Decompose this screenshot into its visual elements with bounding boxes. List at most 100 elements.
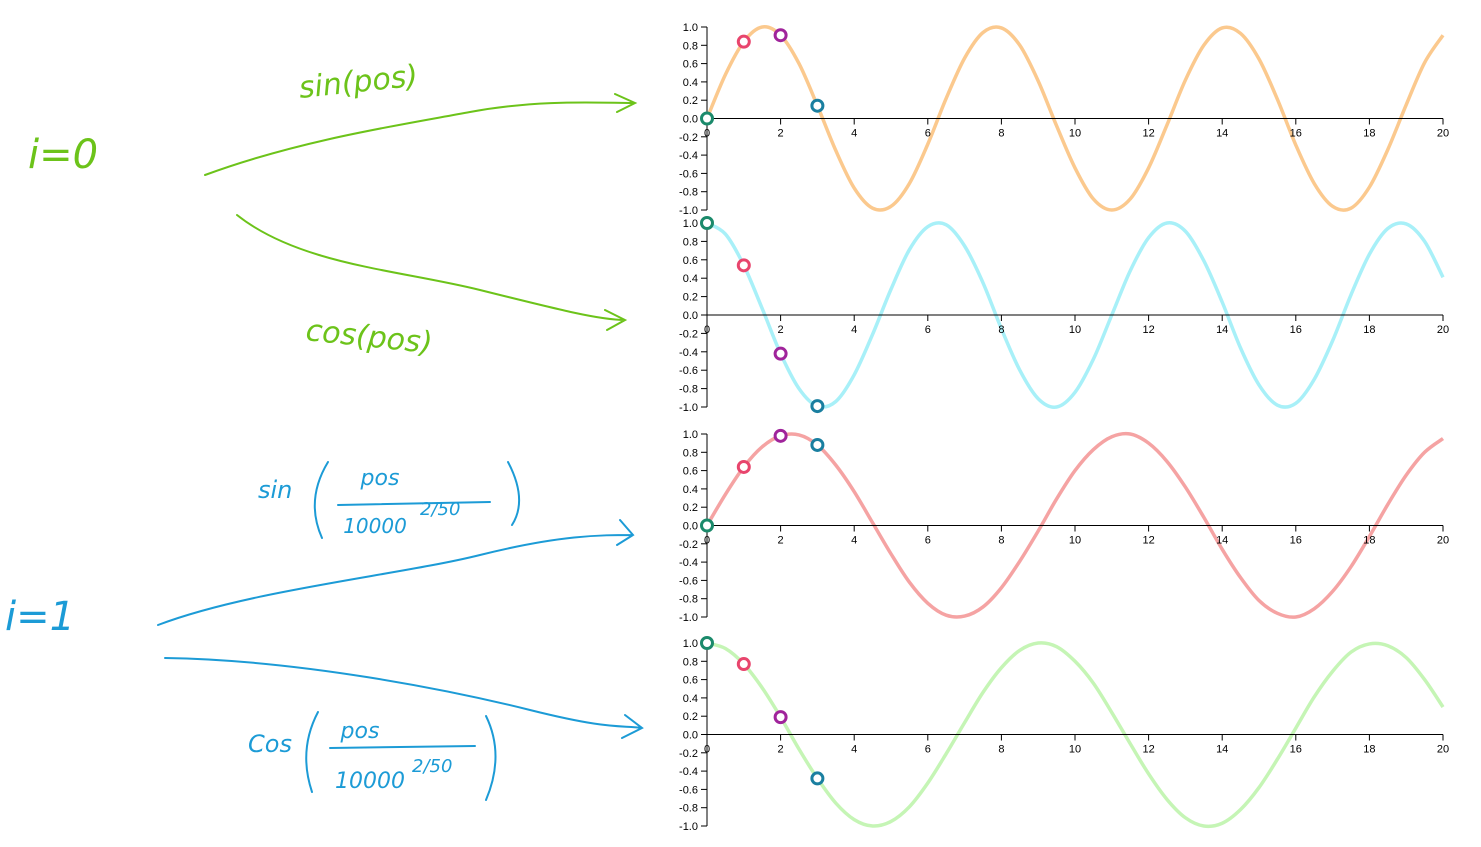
x-tick-label: 18 <box>1363 535 1375 547</box>
x-tick-label: 16 <box>1290 128 1302 140</box>
cos-label: cos(pos) <box>304 313 434 361</box>
paren <box>305 711 497 801</box>
exponent: 2/50 <box>412 756 452 777</box>
x-tick-label: 14 <box>1216 128 1228 140</box>
chart: -1.0 -0.8 -0.6 -0.4 -0.2 0.0 0.2 0.4 0.6 0.8 1.0 0 2… <box>679 636 1449 833</box>
i0-label: i=0 <box>28 132 98 178</box>
x-tick-label: 10 <box>1069 744 1081 756</box>
y-tick-label: 0.4 <box>683 273 698 285</box>
y-tick-label: -0.4 <box>679 766 698 778</box>
x-tick-label: 20 <box>1437 324 1449 336</box>
x-tick-label: 4 <box>851 324 857 336</box>
x-tick-label: 10 <box>1069 324 1081 336</box>
x-tick-label: 0 <box>704 744 710 756</box>
y-tick-label: -0.2 <box>679 539 698 551</box>
point <box>810 98 825 113</box>
fraction-bar <box>329 745 476 749</box>
numerator: pos <box>360 466 400 491</box>
x-tick-label: 16 <box>1290 744 1302 756</box>
x-tick-label: 20 <box>1437 128 1449 140</box>
x-tick-label: 18 <box>1363 324 1375 336</box>
y-tick-label: -0.4 <box>679 347 698 359</box>
x-tick-label: 4 <box>851 744 857 756</box>
denominator: 10000 <box>343 514 407 538</box>
x-tick-label: 2 <box>778 744 784 756</box>
line <box>705 431 1445 619</box>
point <box>810 437 825 452</box>
point <box>810 399 825 414</box>
x-tick-label: 6 <box>925 324 931 336</box>
annotations: i=0 sin(pos) cos(pos) i=1 sin pos 10000 … <box>5 59 644 801</box>
y-tick-label: 0.4 <box>683 77 698 89</box>
point <box>773 428 788 443</box>
x-tick-label: 14 <box>1216 744 1228 756</box>
x-tick-label: 4 <box>851 535 857 547</box>
y-tick-label: -0.2 <box>679 328 698 340</box>
x-tick-label: 2 <box>778 128 784 140</box>
point <box>810 771 825 786</box>
x-tick-label: 14 <box>1216 535 1228 547</box>
fraction-bar <box>337 501 491 506</box>
fn-label: sin <box>258 476 292 504</box>
y-tick-label: 0.0 <box>683 521 698 533</box>
x-tick-label: 6 <box>925 535 931 547</box>
x-tick-label: 16 <box>1290 324 1302 336</box>
chart: -1.0 -0.8 -0.6 -0.4 -0.2 0.0 0.2 0.4 0.6 0.8 1.0 0 2… <box>679 428 1449 624</box>
x-tick-label: 10 <box>1069 128 1081 140</box>
x-tick-label: 6 <box>925 744 931 756</box>
y-tick-label: -0.2 <box>679 132 698 144</box>
point <box>700 518 714 533</box>
y-tick-label: -1.0 <box>679 821 698 833</box>
y-tick-label: 1.0 <box>683 22 698 34</box>
x-tick-label: 4 <box>851 128 857 140</box>
x-tick-label: 12 <box>1142 744 1154 756</box>
x-tick-label: 14 <box>1216 324 1228 336</box>
x-tick-label: 6 <box>925 128 931 140</box>
y-tick-label: 0.2 <box>683 502 698 514</box>
y-tick-label: 1.0 <box>683 429 698 441</box>
x-tick-label: 16 <box>1290 535 1302 547</box>
x-tick-label: 20 <box>1437 535 1449 547</box>
x-tick-label: 20 <box>1437 744 1449 756</box>
y-tick-label: -0.8 <box>679 803 698 815</box>
x-tick-label: 12 <box>1142 128 1154 140</box>
y-tick-label: 1.0 <box>683 218 698 230</box>
point <box>736 459 751 474</box>
point <box>736 657 751 672</box>
x-tick-label: 2 <box>778 324 784 336</box>
chart: -1.0 -0.8 -0.6 -0.4 -0.2 0.0 0.2 0.4 0.6 0.8 1.0 0 2… <box>679 22 1449 217</box>
x-tick-label: 8 <box>998 744 1004 756</box>
denominator: 10000 <box>335 769 405 794</box>
y-tick-label: 0.2 <box>683 292 698 304</box>
point <box>736 34 751 49</box>
y-tick-label: 0.6 <box>683 466 698 478</box>
line <box>705 25 1445 212</box>
x-tick-label: 18 <box>1363 128 1375 140</box>
y-tick-label: 0.4 <box>683 693 698 705</box>
y-tick-label: 0.8 <box>683 447 698 459</box>
fn-label: Cos <box>248 730 292 758</box>
arrow <box>236 214 628 331</box>
y-tick-label: 0.0 <box>683 310 698 322</box>
y-tick-label: -1.0 <box>679 205 698 217</box>
point <box>736 258 751 273</box>
y-tick-label: -0.8 <box>679 384 698 396</box>
y-tick-label: -0.4 <box>679 150 698 162</box>
y-tick-label: -0.8 <box>679 187 698 199</box>
arrow <box>157 519 635 626</box>
x-tick-label: 18 <box>1363 744 1375 756</box>
arrow <box>164 657 644 739</box>
y-tick-label: 0.6 <box>683 255 698 267</box>
y-tick-label: 0.0 <box>683 730 698 742</box>
y-tick-label: -0.8 <box>679 594 698 606</box>
point <box>773 28 788 43</box>
y-tick-label: -0.6 <box>679 168 698 180</box>
y-tick-label: 0.8 <box>683 236 698 248</box>
x-tick-label: 0 <box>704 324 710 336</box>
y-tick-label: 0.6 <box>683 59 698 71</box>
y-tick-label: 0.0 <box>683 114 698 126</box>
y-tick-label: -0.4 <box>679 557 698 569</box>
x-tick-label: 8 <box>998 535 1004 547</box>
y-tick-label: 0.4 <box>683 484 698 496</box>
